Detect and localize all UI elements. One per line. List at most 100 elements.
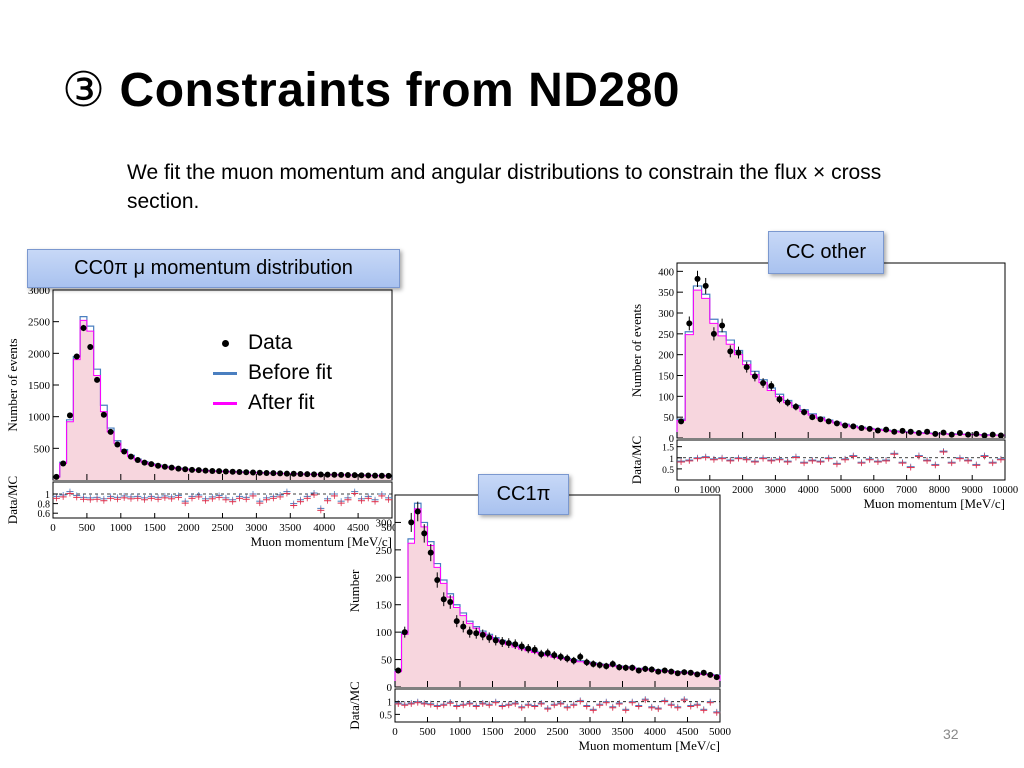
slide-title: ③ Constraints from ND280 (62, 62, 680, 118)
cc0pi-ratio-y-tick-label: 0.6 (38, 509, 51, 520)
cc0pi-data-point (250, 469, 257, 476)
cc1pi-data-point (427, 549, 434, 556)
legend: Data Before fit After fit (212, 328, 332, 418)
cc1pi-data-point (479, 631, 486, 638)
cc1pi-y-axis-label: Number (347, 569, 362, 612)
cc0pi-data-point (155, 462, 162, 469)
cc0pi-data-point (202, 467, 209, 474)
cc0pi-y-tick-label: 2500 (28, 317, 51, 329)
cc0pi-y-tick-label: 1500 (28, 380, 51, 392)
cc1pi-data-point (590, 660, 597, 667)
cc0pi-data-point (94, 376, 101, 383)
legend-item-data: Data (212, 328, 332, 358)
ccother-x-tick-label: 9000 (962, 485, 983, 496)
ccother-y-axis-label: Number of events (629, 304, 644, 397)
cc1pi-data-point (447, 598, 454, 605)
legend-label-data: Data (248, 331, 293, 354)
cc1pi-data-point (408, 519, 415, 526)
cc1pi-data-point (577, 653, 584, 660)
cc1pi-y-tick-label: 150 (376, 600, 393, 612)
cc0pi-data-point (351, 472, 358, 479)
cc1pi-data-point (401, 629, 408, 636)
ccother-ratio-frame (676, 439, 1006, 481)
ccother-data-point (719, 322, 726, 329)
cc1pi-x-tick-label: 2000 (514, 726, 537, 738)
ccother-data-point (825, 418, 832, 425)
cc0pi-x-tick-label: 0 (50, 522, 56, 534)
before-fit-line-icon (213, 371, 237, 375)
cc0pi-data-point (372, 472, 379, 479)
cc0pi-data-point (317, 471, 324, 478)
cc0pi-x-tick-label: 500 (79, 522, 96, 534)
cc1pi-x-tick-label: 0 (392, 726, 398, 738)
ccother-data-point (948, 431, 955, 438)
cc1pi-x-tick-label: 4000 (644, 726, 667, 738)
cc0pi-data-point (66, 412, 73, 419)
ccother-x-tick-label: 6000 (863, 485, 884, 496)
cc1pi-x-tick-label: 3000 (579, 726, 602, 738)
cc1pi-ratio-y-tick-label: 1 (387, 698, 392, 709)
legend-item-after-fit: After fit (212, 388, 332, 418)
cc0pi-data-point (114, 441, 121, 448)
cc1pi-data-point (395, 667, 402, 674)
cc0pi-data-point (73, 353, 80, 360)
cc1pi-y-tick-label: 200 (376, 572, 393, 584)
cc0pi-data-point (87, 344, 94, 350)
cc1pi-data-point (505, 640, 512, 647)
ccother-data-point (973, 430, 980, 437)
cc0pi-data-point (100, 411, 107, 418)
cc1pi-data-point (596, 662, 603, 669)
cc0pi-data-point (236, 468, 243, 475)
ccother-data-point (842, 422, 849, 429)
ccother-data-point (801, 409, 808, 416)
cc1pi-data-point (622, 664, 629, 671)
ccother-y-tick-label: 0 (669, 434, 674, 445)
cc0pi-data-point (222, 468, 229, 475)
ccother-data-point (784, 399, 791, 406)
cc0pi-data-point (378, 472, 385, 479)
cc1pi-data-point (583, 659, 590, 666)
ccother-x-tick-label: 2000 (732, 485, 753, 496)
ccother-data-point (809, 414, 816, 421)
title-text: Constraints from ND280 (119, 64, 680, 117)
cc0pi-data-point (277, 470, 284, 477)
ccother-data-point (883, 426, 890, 433)
ccother-data-point (735, 349, 742, 356)
ccother-data-point (989, 431, 996, 438)
cc0pi-data-point (243, 469, 250, 476)
cc1pi-data-point (525, 645, 532, 652)
cc1pi-data-point (512, 641, 519, 648)
ccother-data-point (858, 425, 865, 431)
cc1pi-y-tick-label: 50 (381, 655, 393, 667)
ccother-ratio-y-tick-label: 1.5 (662, 444, 674, 454)
cc0pi-x-tick-label: 2000 (178, 522, 201, 534)
cc0pi-data-point (344, 472, 351, 479)
ccother-y-tick-label: 150 (658, 372, 674, 383)
cc0pi-plot: 0 500 1000 1500 2000 2500 3000 3500 4000 4500 5000… (5, 285, 404, 549)
ccother-data-point (702, 282, 709, 289)
cc0pi-data-point (148, 461, 155, 468)
data-marker-icon (221, 339, 229, 347)
cc0pi-data-point (80, 325, 87, 331)
cc1pi-data-point (655, 668, 662, 675)
cc0pi-x-axis-label: Muon momentum [MeV/c] (250, 534, 392, 549)
ccother-x-tick-label: 10000 (992, 485, 1018, 496)
cc0pi-data-point (127, 453, 134, 460)
ccother-data-point (817, 416, 824, 423)
ccother-data-point (924, 428, 931, 435)
cc0pi-data-point (385, 472, 392, 479)
cc0pi-data-point (311, 471, 318, 478)
cc0pi-data-point (188, 466, 195, 473)
ccother-data-point (743, 364, 750, 371)
cc0pi-after-fit-fill (53, 320, 392, 480)
cc0pi-ratio-y-tick-label: 0.8 (38, 500, 51, 511)
cc0pi-data-point (168, 464, 175, 471)
cc1pi-data-point (687, 669, 694, 676)
ccother-data-point (965, 431, 972, 438)
ccother-data-point (997, 432, 1004, 439)
ccother-data-point (874, 427, 881, 434)
cc1pi-data-point (466, 629, 473, 636)
cc0pi-y-tick-label: 2000 (28, 348, 51, 360)
after-fit-line-icon (213, 401, 237, 405)
cc1pi-data-point (629, 664, 636, 671)
